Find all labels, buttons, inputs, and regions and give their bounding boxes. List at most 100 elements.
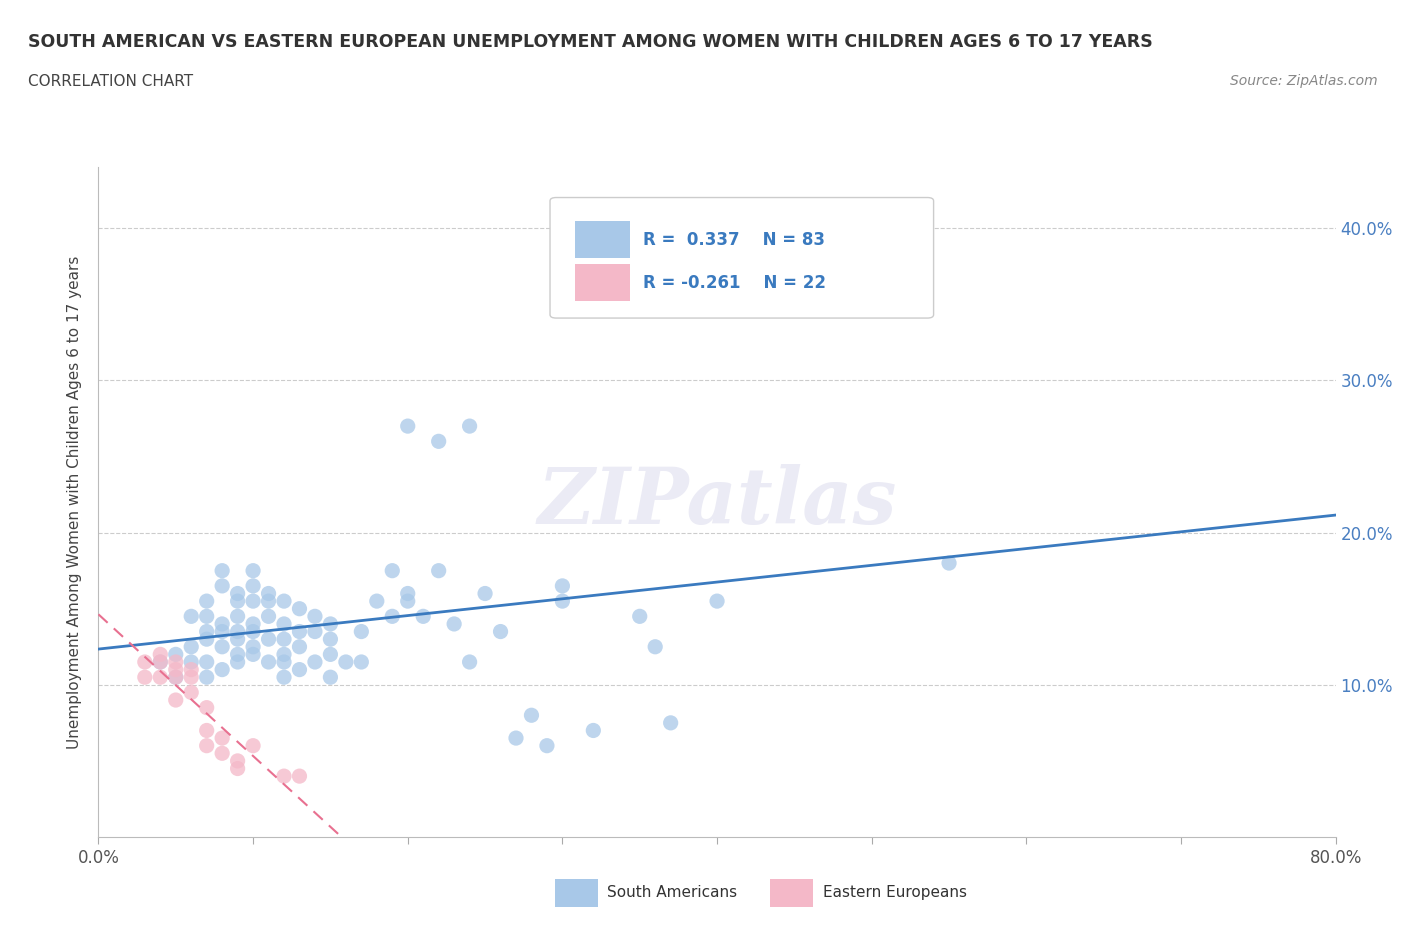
Point <box>273 769 295 784</box>
Point <box>226 624 249 639</box>
Point <box>195 670 218 684</box>
Point <box>582 723 605 737</box>
Point <box>396 586 419 601</box>
Point <box>257 586 280 601</box>
Text: R =  0.337    N = 83: R = 0.337 N = 83 <box>643 231 825 248</box>
Y-axis label: Unemployment Among Women with Children Ages 6 to 17 years: Unemployment Among Women with Children A… <box>67 256 83 749</box>
Point <box>226 753 249 768</box>
Point <box>551 578 574 593</box>
Point <box>195 738 218 753</box>
Point <box>443 617 465 631</box>
Point <box>195 609 218 624</box>
Point <box>257 593 280 608</box>
Text: CORRELATION CHART: CORRELATION CHART <box>28 74 193 89</box>
Point <box>706 593 728 608</box>
Point <box>520 708 543 723</box>
FancyBboxPatch shape <box>550 197 934 318</box>
Point <box>659 715 682 730</box>
Point <box>350 655 373 670</box>
Point <box>149 655 172 670</box>
Point <box>195 593 218 608</box>
Point <box>273 655 295 670</box>
Point <box>195 631 218 646</box>
Point <box>396 593 419 608</box>
Point <box>381 609 404 624</box>
Point <box>242 593 264 608</box>
Point <box>489 624 512 639</box>
Point <box>242 624 264 639</box>
Point <box>242 617 264 631</box>
Point <box>628 609 651 624</box>
Point <box>335 655 357 670</box>
Point <box>149 647 172 662</box>
Point <box>165 670 187 684</box>
Point <box>195 723 218 737</box>
Point <box>211 662 233 677</box>
Point <box>226 586 249 601</box>
Point <box>165 693 187 708</box>
Point <box>180 655 202 670</box>
Point <box>350 624 373 639</box>
Point <box>226 631 249 646</box>
Point <box>427 564 450 578</box>
Point <box>195 655 218 670</box>
Point <box>226 761 249 776</box>
Point <box>211 746 233 761</box>
Point <box>366 593 388 608</box>
Point <box>304 624 326 639</box>
Point <box>319 670 342 684</box>
Text: Eastern Europeans: Eastern Europeans <box>823 885 966 900</box>
Point <box>938 555 960 570</box>
FancyBboxPatch shape <box>575 221 630 258</box>
Point <box>242 564 264 578</box>
Point <box>288 602 311 617</box>
Point <box>288 662 311 677</box>
Point <box>505 731 527 746</box>
Point <box>134 655 156 670</box>
FancyBboxPatch shape <box>575 264 630 301</box>
Point <box>427 434 450 449</box>
Point <box>211 731 233 746</box>
Point <box>458 418 481 433</box>
Point <box>242 639 264 654</box>
Text: SOUTH AMERICAN VS EASTERN EUROPEAN UNEMPLOYMENT AMONG WOMEN WITH CHILDREN AGES 6: SOUTH AMERICAN VS EASTERN EUROPEAN UNEMP… <box>28 33 1153 50</box>
Point <box>551 593 574 608</box>
Point <box>211 617 233 631</box>
Point <box>180 685 202 700</box>
Point <box>319 631 342 646</box>
Point <box>319 647 342 662</box>
Point <box>211 639 233 654</box>
Point <box>273 647 295 662</box>
Point <box>288 639 311 654</box>
Point <box>458 655 481 670</box>
Point <box>242 738 264 753</box>
Point <box>304 655 326 670</box>
Point <box>180 609 202 624</box>
Point <box>149 670 172 684</box>
Point <box>644 639 666 654</box>
Point <box>257 609 280 624</box>
Point <box>242 647 264 662</box>
Point <box>304 609 326 624</box>
Point <box>257 655 280 670</box>
Point <box>180 670 202 684</box>
Point <box>412 609 434 624</box>
Point <box>134 670 156 684</box>
Point <box>273 593 295 608</box>
Point <box>273 670 295 684</box>
Point <box>165 670 187 684</box>
Point <box>536 738 558 753</box>
Point <box>195 624 218 639</box>
Point <box>195 700 218 715</box>
Point <box>165 655 187 670</box>
Point <box>165 647 187 662</box>
Point <box>211 564 233 578</box>
Point <box>273 617 295 631</box>
Text: Source: ZipAtlas.com: Source: ZipAtlas.com <box>1230 74 1378 88</box>
Point <box>381 564 404 578</box>
Point <box>319 617 342 631</box>
Point <box>242 578 264 593</box>
Point <box>149 655 172 670</box>
Point <box>180 662 202 677</box>
Point <box>211 624 233 639</box>
